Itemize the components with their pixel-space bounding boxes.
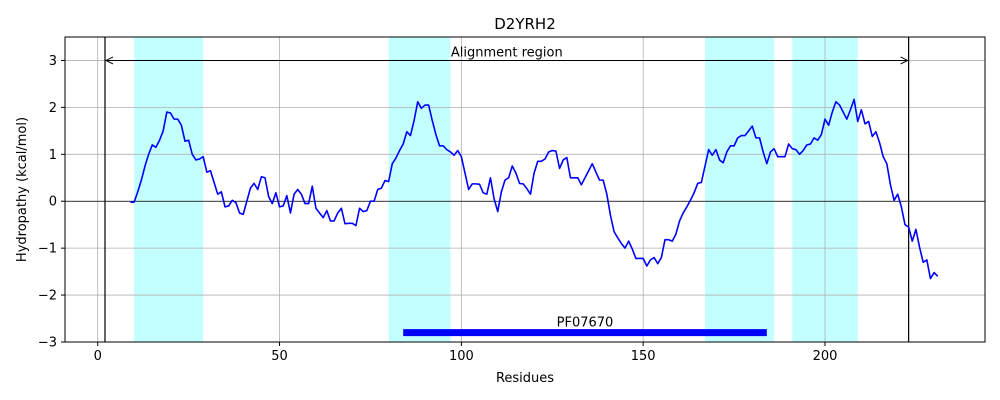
alignment-arrow-head-left	[104, 56, 114, 65]
alignment-region-label: Alignment region	[451, 45, 563, 60]
y-tick-label: −2	[38, 289, 57, 304]
x-axis-label: Residues	[496, 371, 554, 386]
shaded-region-3	[705, 37, 775, 342]
y-tick-label: 2	[49, 101, 57, 116]
series-layer	[130, 98, 939, 280]
x-tick-label: 200	[813, 349, 838, 364]
x-tick-label: 100	[449, 349, 474, 364]
y-tick-label: −1	[38, 242, 57, 257]
domain-label: PF07670	[557, 316, 614, 331]
plot-frame	[64, 36, 986, 343]
shaded-region-1	[134, 37, 204, 342]
chart-title: D2YRH2	[494, 15, 556, 33]
hydropathy-line	[130, 98, 939, 280]
y-tick-label: 3	[49, 54, 57, 69]
reference-lines	[65, 37, 985, 342]
shaded-regions	[134, 37, 858, 342]
y-tick-label: 1	[49, 148, 57, 163]
x-tick-label: 150	[631, 349, 656, 364]
y-tick-label: 0	[49, 195, 57, 210]
domain-bar	[403, 329, 767, 337]
shaded-region-2	[388, 37, 451, 342]
y-axis: −3 −2 −1 0 1 2 3	[38, 54, 65, 351]
y-tick-label: −3	[38, 336, 57, 351]
alignment-arrow-head-right	[900, 56, 909, 65]
annotations: Alignment region PF07670	[104, 45, 909, 337]
y-axis-label: Hydropathy (kcal/mol)	[15, 117, 30, 262]
x-axis: 0 50 100 150 200	[94, 342, 838, 364]
x-tick-label: 0	[94, 349, 102, 364]
x-tick-label: 50	[271, 349, 288, 364]
